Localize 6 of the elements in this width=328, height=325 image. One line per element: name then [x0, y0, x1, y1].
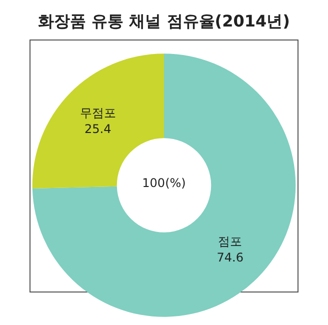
chart-title: 화장품 유통 채널 점유율(2014년) — [38, 12, 290, 30]
slice-label: 점포 — [218, 234, 242, 249]
data-label: 74.6 — [216, 250, 244, 265]
slice-label: 무점포 — [80, 106, 116, 120]
text: 100(%) — [142, 176, 186, 190]
data-label: 25.4 — [84, 122, 112, 136]
